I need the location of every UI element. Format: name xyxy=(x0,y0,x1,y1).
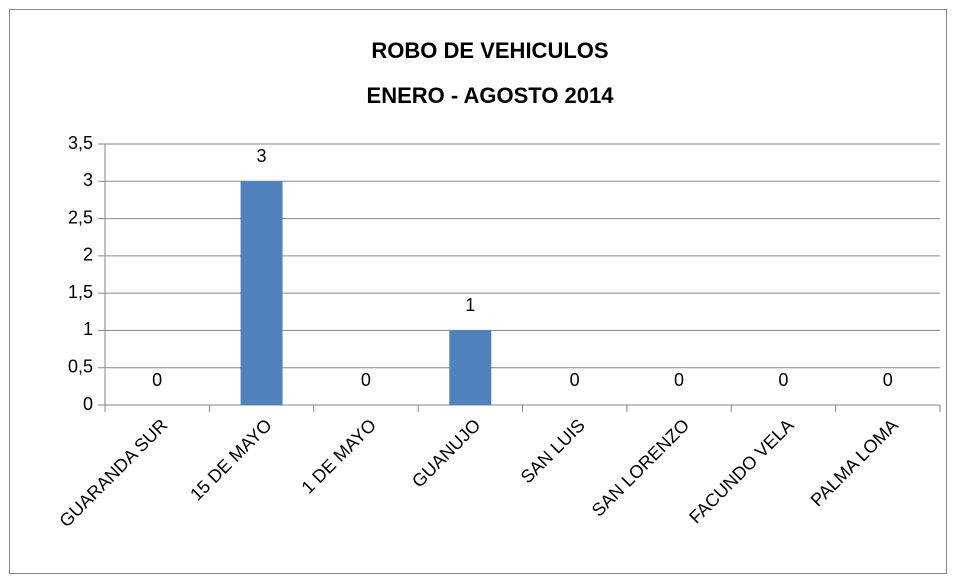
y-tick-label: 2 xyxy=(83,245,93,265)
y-tick-label: 0,5 xyxy=(68,356,93,376)
data-label: 0 xyxy=(778,370,788,390)
data-label: 1 xyxy=(465,295,475,315)
y-tick-label: 2,5 xyxy=(68,207,93,227)
bar xyxy=(449,330,492,405)
y-tick-label: 3,5 xyxy=(68,133,93,153)
bar xyxy=(240,181,283,405)
data-label: 0 xyxy=(570,370,580,390)
y-tick-label: 1 xyxy=(83,319,93,339)
data-label: 3 xyxy=(257,146,267,166)
data-label: 0 xyxy=(361,370,371,390)
y-tick-label: 1,5 xyxy=(68,282,93,302)
data-label: 0 xyxy=(674,370,684,390)
chart-subtitle: ENERO - AGOSTO 2014 xyxy=(367,83,615,108)
chart-border xyxy=(9,9,947,574)
y-tick-label: 0 xyxy=(83,394,93,414)
data-label: 0 xyxy=(152,370,162,390)
y-tick-label: 3 xyxy=(83,170,93,190)
chart-title: ROBO DE VEHICULOS xyxy=(371,38,608,63)
data-label: 0 xyxy=(883,370,893,390)
